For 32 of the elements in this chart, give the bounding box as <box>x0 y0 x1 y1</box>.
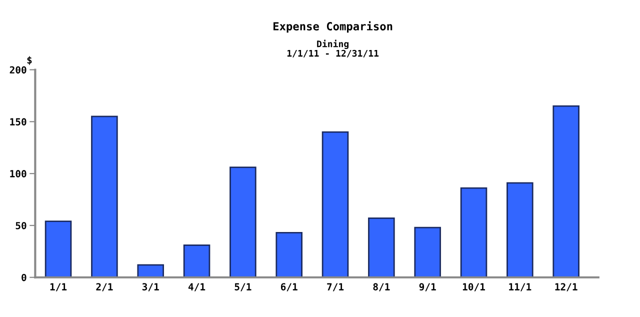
x-tick-label: 11/1 <box>509 283 532 292</box>
y-tick-label: 150 <box>10 118 26 126</box>
x-tick-label: 10/1 <box>462 283 485 292</box>
y-tick-label: 100 <box>10 170 26 178</box>
bar <box>183 244 210 278</box>
chart-subtitle: Dining 1/1/11 - 12/31/11 <box>287 40 379 58</box>
x-tick-label: 2/1 <box>96 283 113 292</box>
bar <box>322 131 349 278</box>
x-tick-label: 1/1 <box>50 283 67 292</box>
x-tick-label: 4/1 <box>188 283 206 292</box>
y-tick-label: 200 <box>10 66 26 74</box>
bar <box>414 226 441 278</box>
x-tick-label: 6/1 <box>280 283 298 292</box>
y-axis-title: $ <box>27 56 32 65</box>
bar <box>44 220 72 278</box>
x-tick-label: 8/1 <box>373 283 390 292</box>
bar <box>276 232 302 278</box>
bar <box>91 116 118 278</box>
bar <box>368 218 395 278</box>
bar <box>137 264 164 278</box>
y-tick-label: 0 <box>22 274 26 282</box>
x-tick-label: 5/1 <box>234 283 252 292</box>
bar <box>552 105 580 278</box>
x-tick-label: 7/1 <box>327 283 344 292</box>
bar <box>460 187 488 278</box>
bar <box>506 182 534 278</box>
bar <box>230 166 256 278</box>
x-tick-label: 12/1 <box>555 283 578 292</box>
x-tick-label: 9/1 <box>419 283 436 292</box>
chart-title: Expense Comparison <box>274 21 392 33</box>
x-tick-label: 3/1 <box>142 283 159 292</box>
y-tick-label: 50 <box>16 222 26 230</box>
